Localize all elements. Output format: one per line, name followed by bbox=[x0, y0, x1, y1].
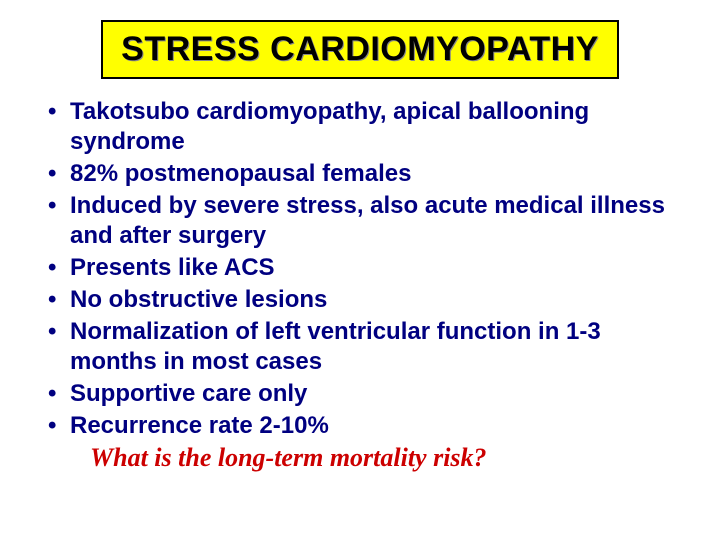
list-item: Presents like ACS bbox=[70, 253, 690, 283]
closing-question: What is the long-term mortality risk? bbox=[90, 443, 690, 473]
list-item: Induced by severe stress, also acute med… bbox=[70, 191, 690, 251]
slide-title: STRESS CARDIOMYOPATHY bbox=[121, 30, 599, 69]
list-item: Takotsubo cardiomyopathy, apical balloon… bbox=[70, 97, 690, 157]
list-item: Normalization of left ventricular functi… bbox=[70, 317, 690, 377]
list-item: No obstructive lesions bbox=[70, 285, 690, 315]
title-box: STRESS CARDIOMYOPATHY bbox=[101, 20, 619, 79]
list-item: 82% postmenopausal females bbox=[70, 159, 690, 189]
list-item: Recurrence rate 2-10% bbox=[70, 411, 690, 441]
list-item: Supportive care only bbox=[70, 379, 690, 409]
bullet-list: Takotsubo cardiomyopathy, apical balloon… bbox=[30, 97, 690, 441]
